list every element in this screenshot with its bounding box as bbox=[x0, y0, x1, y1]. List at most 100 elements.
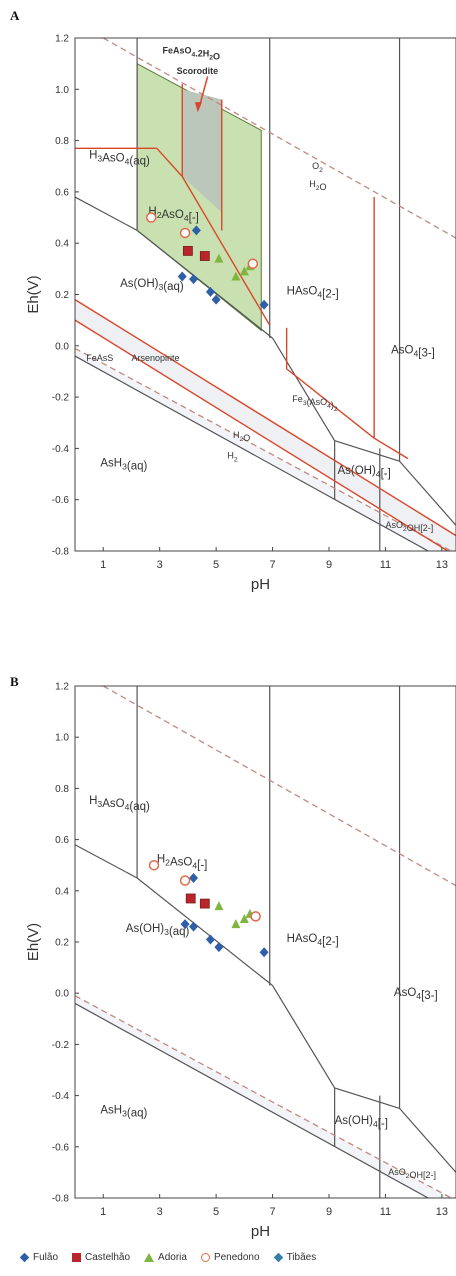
y-axis-label: Eh(V) bbox=[25, 923, 42, 961]
scorodite-inner-field bbox=[182, 89, 222, 213]
mineral-boundary bbox=[75, 299, 456, 537]
y-tick-label: -0.4 bbox=[52, 1091, 70, 1102]
panel-letter: B bbox=[10, 674, 19, 689]
water-stability-line bbox=[75, 995, 453, 1198]
y-tick-label: 0.8 bbox=[55, 136, 69, 147]
mineral-boundary bbox=[286, 368, 375, 439]
y-tick-label: -0.4 bbox=[52, 444, 70, 455]
x-tick-label: 3 bbox=[157, 1206, 163, 1218]
data-point-circle-open bbox=[247, 258, 259, 269]
phase-boundary bbox=[136, 229, 273, 339]
data-point-triangle bbox=[239, 913, 249, 923]
y-tick-label: 1.2 bbox=[55, 682, 69, 693]
water-stability-line bbox=[102, 686, 456, 887]
panel-b-axes: -0.8-0.6-0.4-0.20.00.20.40.60.81.01.21 3 5… bbox=[10, 674, 456, 1240]
legend: Fulão Castelhão Adoria Penedono Tibães bbox=[19, 1246, 450, 1268]
x-tick-label: 5 bbox=[213, 559, 219, 571]
mineral-boundary bbox=[181, 176, 271, 326]
data-point-diamond bbox=[214, 942, 224, 953]
arsenopyrite-field bbox=[75, 299, 456, 551]
y-tick-label: 0.6 bbox=[55, 187, 69, 198]
species-label: FeAsS bbox=[86, 353, 113, 363]
legend-label: Tibães bbox=[286, 1251, 317, 1263]
phase-boundary bbox=[334, 440, 400, 462]
y-tick-label: 0.2 bbox=[55, 290, 69, 301]
data-point-diamond bbox=[211, 294, 221, 305]
panel-b-regions bbox=[75, 995, 452, 1198]
x-tick-label: 1 bbox=[100, 559, 106, 571]
panel-a-axes: -0.8-0.6-0.4-0.20.00.20.40.60.81.01.21 3 5… bbox=[10, 8, 456, 593]
species-label: H2O bbox=[309, 179, 326, 192]
x-axis-label: pH bbox=[251, 1223, 270, 1240]
triangle-icon bbox=[144, 1252, 155, 1262]
y-tick-label: 0.8 bbox=[55, 784, 69, 795]
species-label: AsO4[3-] bbox=[394, 987, 438, 1002]
phase-boundary bbox=[75, 844, 138, 879]
data-point-square bbox=[185, 893, 196, 904]
data-point-diamond bbox=[177, 271, 187, 282]
species-label: H2AsO4[-] bbox=[148, 206, 199, 224]
species-label: AsH3(aq) bbox=[100, 457, 147, 472]
water-stability-line bbox=[102, 38, 456, 239]
data-point-circle-open bbox=[250, 911, 261, 922]
species-label: As(OH)4[-] bbox=[335, 1115, 388, 1130]
y-tick-label: 0.0 bbox=[55, 989, 69, 1000]
y-tick-label: -0.8 bbox=[52, 1194, 70, 1205]
y-tick-label: 1.0 bbox=[55, 733, 69, 744]
x-tick-label: 9 bbox=[326, 1206, 332, 1218]
species-label: H2AsO4[-] bbox=[157, 854, 208, 872]
panel-a-species-labels: H3AsO4(aq) H2AsO4[-] HAsO4[2-] AsO4[3-] As(O… bbox=[86, 45, 435, 533]
panel-a: H3AsO4(aq) H2AsO4[-] HAsO4[2-] AsO4[3-] As(O… bbox=[10, 8, 456, 593]
water-stability-line bbox=[75, 347, 453, 551]
y-tick-label: -0.8 bbox=[52, 547, 70, 558]
data-point-square bbox=[199, 898, 210, 909]
panel-b-boundaries bbox=[75, 686, 456, 1198]
species-label: HAsO4[2-] bbox=[287, 933, 339, 948]
data-point-triangle bbox=[214, 901, 224, 911]
panel-a-regions bbox=[75, 62, 456, 551]
legend-label: Penedono bbox=[213, 1251, 260, 1263]
x-tick-label: 7 bbox=[269, 559, 275, 571]
data-point-triangle bbox=[214, 253, 224, 263]
x-tick-label: 3 bbox=[157, 559, 163, 571]
legend-item-penedono: Penedono bbox=[200, 1251, 260, 1263]
region-band bbox=[75, 995, 452, 1198]
phase-boundary bbox=[399, 1108, 456, 1173]
data-point-circle-open bbox=[148, 859, 160, 871]
panel-letter: A bbox=[10, 8, 20, 23]
panel-b-species-labels: H3AsO4(aq) H2AsO4[-] HAsO4[2-] AsO4[3-] As(O… bbox=[89, 795, 438, 1180]
y-tick-label: -0.6 bbox=[52, 1142, 70, 1153]
mineral-boundary bbox=[75, 319, 450, 551]
legend-label: Castelhão bbox=[85, 1251, 131, 1263]
panel-b: H3AsO4(aq) H2AsO4[-] HAsO4[2-] AsO4[3-] As(O… bbox=[10, 674, 456, 1240]
y-axis-label: Eh(V) bbox=[25, 275, 42, 313]
x-tick-label: 9 bbox=[326, 559, 332, 571]
x-tick-label: 11 bbox=[380, 559, 391, 571]
species-label: As(OH)3(aq) bbox=[120, 278, 184, 293]
plot-frame bbox=[74, 37, 456, 552]
x-tick-label: 5 bbox=[213, 1206, 219, 1218]
plot-frame bbox=[74, 685, 456, 1199]
data-point-diamond bbox=[205, 286, 215, 297]
phase-boundary bbox=[272, 337, 336, 442]
species-label: Arsenopirite bbox=[131, 353, 179, 363]
panel-a-boundaries bbox=[75, 38, 456, 551]
data-point-diamond bbox=[180, 919, 190, 930]
legend-item-tibaes: Tibães bbox=[273, 1251, 317, 1263]
y-tick-label: -0.2 bbox=[52, 393, 70, 404]
species-label: H2O bbox=[233, 430, 250, 443]
x-axis-label: pH bbox=[251, 576, 270, 593]
data-point-diamond bbox=[189, 873, 199, 883]
data-point-circle-open bbox=[179, 875, 191, 886]
x-tick-label: 7 bbox=[269, 1206, 275, 1218]
y-tick-label: 1.0 bbox=[55, 85, 69, 96]
species-label: O2 bbox=[312, 161, 323, 174]
legend-label: Adoria bbox=[158, 1251, 187, 1263]
x-tick-label: 11 bbox=[380, 1206, 391, 1218]
y-tick-label: -0.2 bbox=[52, 1040, 70, 1051]
data-point-diamond bbox=[191, 225, 201, 236]
data-point-diamond bbox=[259, 299, 269, 310]
x-tick-label: 13 bbox=[436, 1206, 448, 1218]
legend-item-adoria: Adoria bbox=[144, 1252, 187, 1263]
data-point-circle-open bbox=[145, 212, 157, 223]
